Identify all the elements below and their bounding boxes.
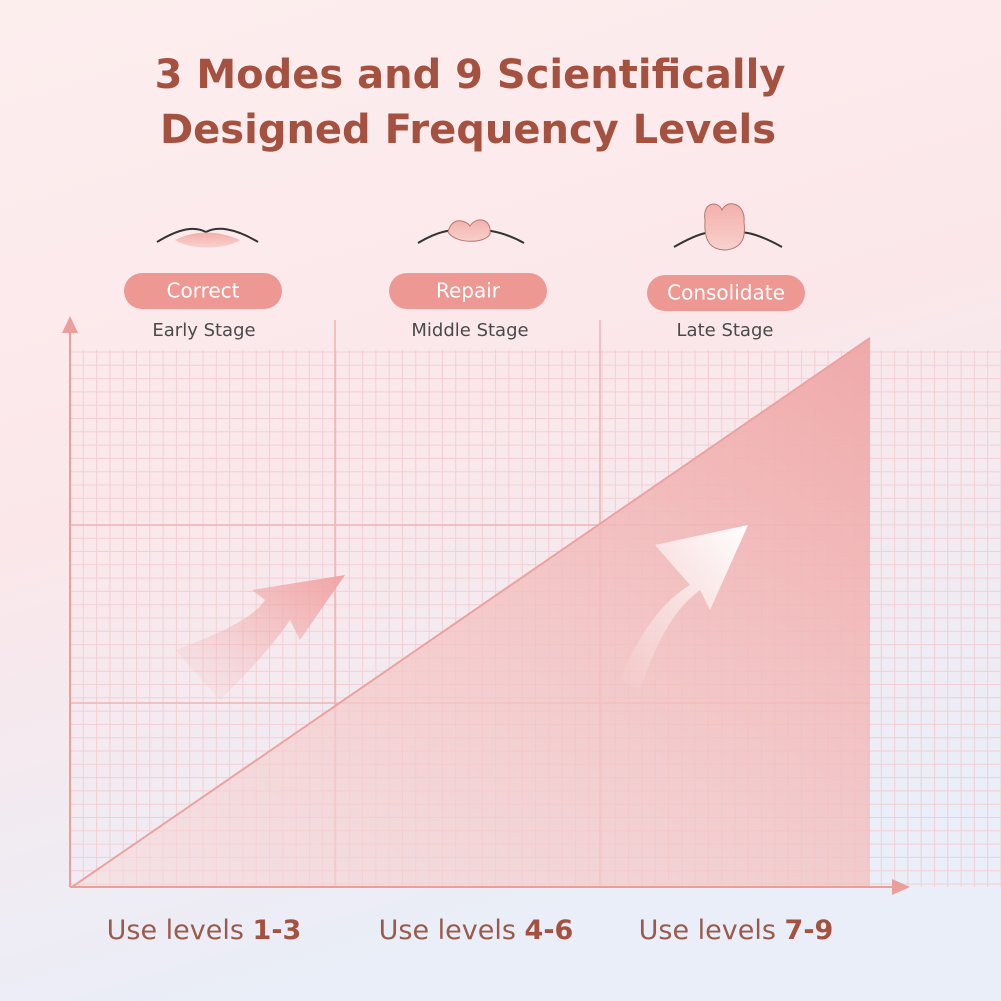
level-prefix: Use levels xyxy=(107,915,244,946)
diagonal xyxy=(71,337,871,888)
title-line: 3 Modes and 9 Scientifically xyxy=(155,52,786,98)
arrow xyxy=(175,575,345,700)
level-range: 4-6 xyxy=(525,915,574,946)
mode-name: Repair xyxy=(436,279,501,303)
lips-icon xyxy=(673,203,783,251)
stage-label: Late Stage xyxy=(677,320,774,341)
mode-pill xyxy=(389,273,547,309)
level-prefix: Use levels xyxy=(379,915,516,946)
stage-label: Early Stage xyxy=(152,320,255,341)
mode-pill xyxy=(647,275,805,311)
axis-arrowhead xyxy=(892,879,910,895)
level-prefix: Use levels xyxy=(639,915,776,946)
title-line: Designed Frequency Levels xyxy=(160,107,776,153)
level-label: Use levels 4-6 xyxy=(379,915,574,946)
level-range: 7-9 xyxy=(785,915,834,946)
stage-label: Middle Stage xyxy=(411,320,528,341)
mode-pill xyxy=(124,273,282,309)
level-range: 1-3 xyxy=(253,915,302,946)
mode-name: Correct xyxy=(167,279,240,303)
mode-name: Consolidate xyxy=(667,281,785,305)
level-label: Use levels 1-3 xyxy=(107,915,302,946)
axis-arrowhead xyxy=(62,316,78,333)
lips-icon xyxy=(417,219,525,244)
lips-icon xyxy=(156,227,259,248)
level-label: Use levels 7-9 xyxy=(639,915,834,946)
arrow xyxy=(620,525,748,690)
